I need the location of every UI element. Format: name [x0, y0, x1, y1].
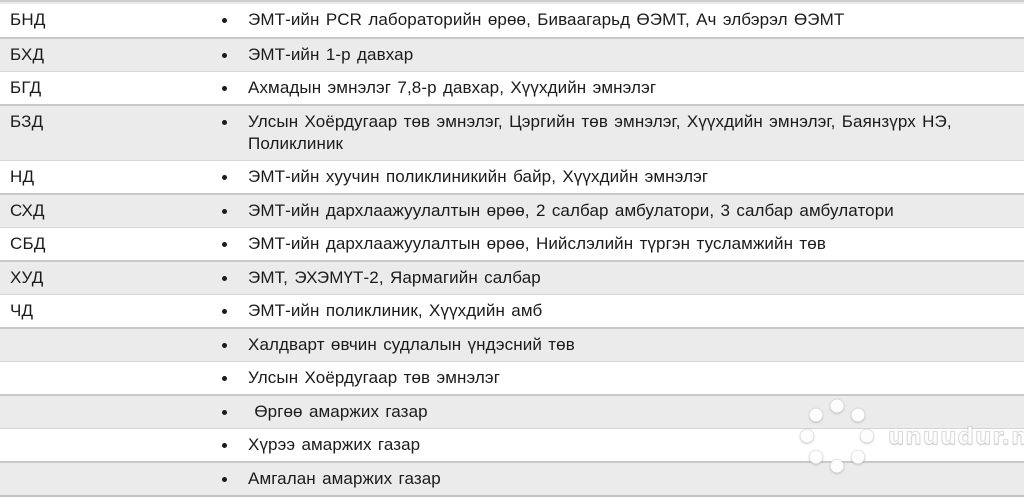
bullet-icon	[222, 209, 227, 214]
district-code-cell: СХД	[10, 201, 45, 220]
facilities-cell: ЭМТ-ийн дархлаажуулалтын өрөө, Нийслэлий…	[212, 228, 1024, 260]
district-code-cell: БЗД	[10, 112, 44, 131]
table-row: СБД ЭМТ-ийн дархлаажуулалтын өрөө, Нийсл…	[0, 227, 1024, 260]
facilities-cell: ЭМТ, ЭХЭМҮТ-2, Яармагийн салбар	[212, 262, 1024, 294]
district-code-cell: ЧД	[10, 301, 34, 320]
facilities-text: ЭМТ-ийн дархлаажуулалтын өрөө, Нийслэлий…	[248, 234, 826, 253]
facilities-cell: Амгалан амаржих газар	[212, 463, 1024, 495]
facilities-cell: ЭМТ-ийн 1-р давхар	[212, 39, 1024, 71]
table-row: НД ЭМТ-ийн хуучин поликлиникийн байр, Хү…	[0, 160, 1024, 193]
district-code-cell: ХУД	[10, 268, 44, 287]
table-top-edge	[0, 0, 1024, 4]
bullet-icon	[222, 376, 227, 381]
table-row: ЧД ЭМТ-ийн поликлиник, Хүүхдийн амб	[0, 294, 1024, 327]
facilities-cell: ЭМТ-ийн поликлиник, Хүүхдийн амб	[212, 295, 1024, 327]
district-code-cell: НД	[10, 167, 35, 186]
facilities-text: ЭМТ-ийн 1-р давхар	[248, 45, 414, 64]
district-code-cell	[0, 429, 212, 439]
facilities-text: Халдварт өвчин судлалын үндэсний төв	[248, 335, 575, 354]
bullet-icon	[222, 53, 227, 58]
bullet-icon	[222, 276, 227, 281]
facilities-text: Хүрээ амаржих газар	[248, 435, 421, 454]
bullet-icon	[222, 443, 227, 448]
facilities-cell: Улсын Хоёрдугаар төв эмнэлэг, Цэргийн тө…	[212, 106, 1024, 160]
facilities-text: Улсын Хоёрдугаар төв эмнэлэг	[248, 368, 501, 387]
district-code-cell: БХД	[10, 45, 45, 64]
table-row: Халдварт өвчин судлалын үндэсний төв	[0, 327, 1024, 361]
district-code-cell	[0, 329, 212, 339]
table-row: Хүрээ амаржих газар	[0, 428, 1024, 461]
facilities-text: ЭМТ-ийн дархлаажуулалтын өрөө, 2 салбар …	[248, 201, 894, 220]
facilities-text: ЭМТ-ийн поликлиник, Хүүхдийн амб	[248, 301, 543, 320]
table-row: Өргөө амаржих газар	[0, 394, 1024, 428]
facilities-cell: Ахмадын эмнэлэг 7,8-р давхар, Хүүхдийн э…	[212, 72, 1024, 104]
facilities-cell: Халдварт өвчин судлалын үндэсний төв	[212, 329, 1024, 361]
facilities-cell: Хүрээ амаржих газар	[212, 429, 1024, 461]
district-code-cell	[0, 362, 212, 372]
district-code-cell: БНД	[10, 10, 46, 29]
table-row: Улсын Хоёрдугаар төв эмнэлэг	[0, 361, 1024, 394]
facilities-text: Ахмадын эмнэлэг 7,8-р давхар, Хүүхдийн э…	[248, 78, 657, 97]
bullet-icon	[222, 18, 227, 23]
table-row: БГД Ахмадын эмнэлэг 7,8-р давхар, Хүүхди…	[0, 71, 1024, 104]
table-row: БХД ЭМТ-ийн 1-р давхар	[0, 37, 1024, 71]
facilities-text: ЭМТ, ЭХЭМҮТ-2, Яармагийн салбар	[248, 268, 541, 287]
facilities-text: ЭМТ-ийн хуучин поликлиникийн байр, Хүүхд…	[248, 167, 709, 186]
facilities-text: ЭМТ-ийн PCR лабораторийн өрөө, Биваагарь…	[248, 10, 845, 29]
facilities-cell: ЭМТ-ийн хуучин поликлиникийн байр, Хүүхд…	[212, 161, 1024, 193]
facilities-cell: ЭМТ-ийн PCR лабораторийн өрөө, Биваагарь…	[212, 4, 1024, 36]
district-code-cell	[0, 463, 212, 473]
bullet-icon	[222, 309, 227, 314]
bullet-icon	[222, 120, 227, 125]
table-row: СХД ЭМТ-ийн дархлаажуулалтын өрөө, 2 сал…	[0, 193, 1024, 227]
table-row: Амгалан амаржих газар	[0, 461, 1024, 495]
district-code-cell: БГД	[10, 78, 42, 97]
facilities-text: Амгалан амаржих газар	[248, 469, 441, 488]
bullet-icon	[222, 410, 227, 415]
facilities-cell: ЭМТ-ийн дархлаажуулалтын өрөө, 2 салбар …	[212, 195, 1024, 227]
bullet-icon	[222, 86, 227, 91]
bullet-icon	[222, 477, 227, 482]
facilities-cell: Улсын Хоёрдугаар төв эмнэлэг	[212, 362, 1024, 394]
table-row: ХУД ЭМТ, ЭХЭМҮТ-2, Яармагийн салбар	[0, 260, 1024, 294]
district-code-cell: СБД	[10, 234, 46, 253]
facilities-text: Өргөө амаржих газар	[248, 402, 428, 421]
table-row: БЗД Улсын Хоёрдугаар төв эмнэлэг, Цэргий…	[0, 104, 1024, 160]
bullet-icon	[222, 242, 227, 247]
district-code-cell	[0, 396, 212, 406]
facilities-cell: Өргөө амаржих газар	[212, 396, 1024, 428]
bullet-icon	[222, 343, 227, 348]
district-facilities-table: БНД ЭМТ-ийн PCR лабораторийн өрөө, Биваа…	[0, 4, 1024, 495]
facilities-text: Улсын Хоёрдугаар төв эмнэлэг, Цэргийн тө…	[248, 112, 959, 153]
bullet-icon	[222, 175, 227, 180]
table-row: БНД ЭМТ-ийн PCR лабораторийн өрөө, Биваа…	[0, 4, 1024, 37]
